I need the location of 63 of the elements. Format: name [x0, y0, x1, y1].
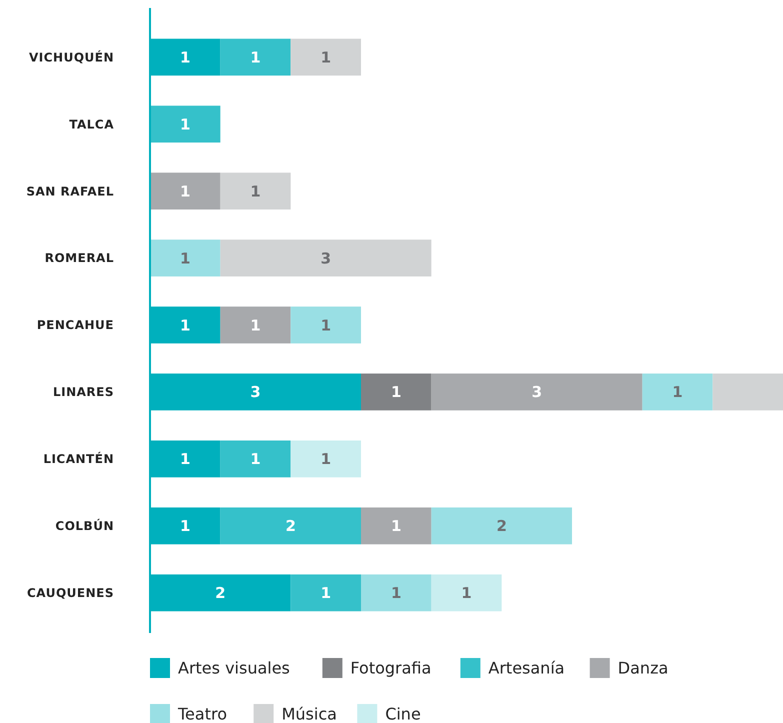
bar [290, 440, 361, 478]
bar [290, 38, 361, 76]
data-label: 3 [532, 383, 542, 402]
y-tick-label: TALCA [69, 117, 114, 132]
data-label: 1 [461, 584, 472, 602]
y-tick-label: COLBÚN [55, 518, 114, 534]
bar [431, 507, 572, 544]
data-label: 2 [285, 517, 296, 536]
y-tick-label: ROMERAL [44, 251, 114, 266]
data-label: 1 [320, 316, 332, 334]
data-label: 1 [180, 450, 190, 468]
bar [220, 440, 291, 478]
data-label: 3 [320, 249, 332, 268]
data-label: 2 [496, 517, 507, 536]
bar [290, 306, 361, 344]
bar [431, 574, 502, 612]
bar [220, 38, 291, 76]
data-label: 1 [390, 383, 402, 402]
data-label: 1 [180, 115, 190, 134]
data-label: 1 [320, 48, 332, 66]
data-label: 1 [180, 517, 190, 536]
bar [361, 574, 432, 612]
y-tick-label: PENCAHUE [36, 318, 114, 332]
y-tick-label: CAUQUENES [27, 586, 114, 600]
data-label: 1 [180, 249, 190, 268]
bar [150, 240, 220, 276]
bar [220, 240, 432, 276]
bar [712, 374, 783, 410]
data-label: 1 [320, 584, 332, 602]
legend-label: Artesanía [488, 658, 565, 678]
bar [150, 106, 220, 143]
data-label: 1 [250, 182, 261, 200]
data-label: 1 [180, 48, 190, 66]
bar [361, 374, 432, 410]
data-label: 1 [672, 383, 683, 402]
data-label: 1 [250, 316, 261, 334]
legend-label: Cine [385, 704, 421, 723]
bar [642, 374, 713, 410]
legend-label: Música [282, 704, 337, 723]
bar [431, 374, 642, 410]
data-label: 1 [250, 48, 261, 66]
bar [220, 507, 361, 544]
y-tick-label: SAN RAFAEL [26, 184, 114, 198]
bar [361, 507, 432, 544]
bar [220, 172, 291, 210]
legend-label: Fotografia [350, 658, 432, 678]
bar [150, 172, 220, 210]
legend-label: Artes visuales [178, 658, 290, 678]
data-label: 2 [215, 584, 226, 602]
legend-label: Teatro [177, 704, 227, 723]
data-label: 1 [180, 316, 190, 334]
data-label: 1 [390, 584, 402, 602]
legend-label: Danza [618, 658, 668, 678]
data-label: 1 [320, 450, 332, 468]
data-label: 1 [180, 182, 190, 200]
bar [220, 306, 291, 344]
y-tick-label: LINARES [52, 385, 114, 400]
y-tick-label: VICHUQUÉN [28, 49, 114, 64]
data-label: 1 [390, 517, 402, 536]
bar [290, 574, 361, 612]
data-label: 1 [250, 450, 261, 468]
y-tick-label: LICANTÉN [43, 451, 114, 466]
data-label: 3 [250, 383, 261, 402]
